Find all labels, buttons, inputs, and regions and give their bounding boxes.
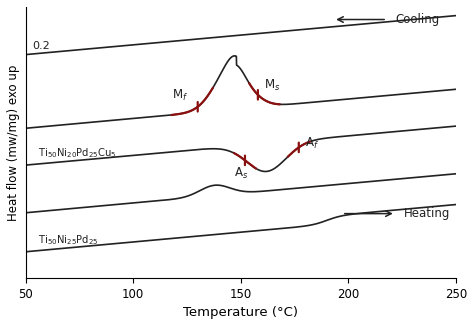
Y-axis label: Heat flow (mw/mg) exo up: Heat flow (mw/mg) exo up [7,64,20,221]
Text: 0.2: 0.2 [32,41,50,51]
Text: Ti$_{50}$Ni$_{20}$Pd$_{25}$Cu$_{5}$: Ti$_{50}$Ni$_{20}$Pd$_{25}$Cu$_{5}$ [38,146,117,160]
Text: Cooling: Cooling [396,13,440,26]
Text: Ti$_{50}$Ni$_{25}$Pd$_{25}$: Ti$_{50}$Ni$_{25}$Pd$_{25}$ [38,234,99,247]
Text: M$_f$: M$_f$ [173,88,189,103]
Text: M$_s$: M$_s$ [264,78,281,93]
Text: A$_s$: A$_s$ [234,166,248,181]
Text: Heating: Heating [404,207,451,220]
Text: A$_f$: A$_f$ [305,136,319,151]
X-axis label: Temperature (°C): Temperature (°C) [183,306,298,319]
